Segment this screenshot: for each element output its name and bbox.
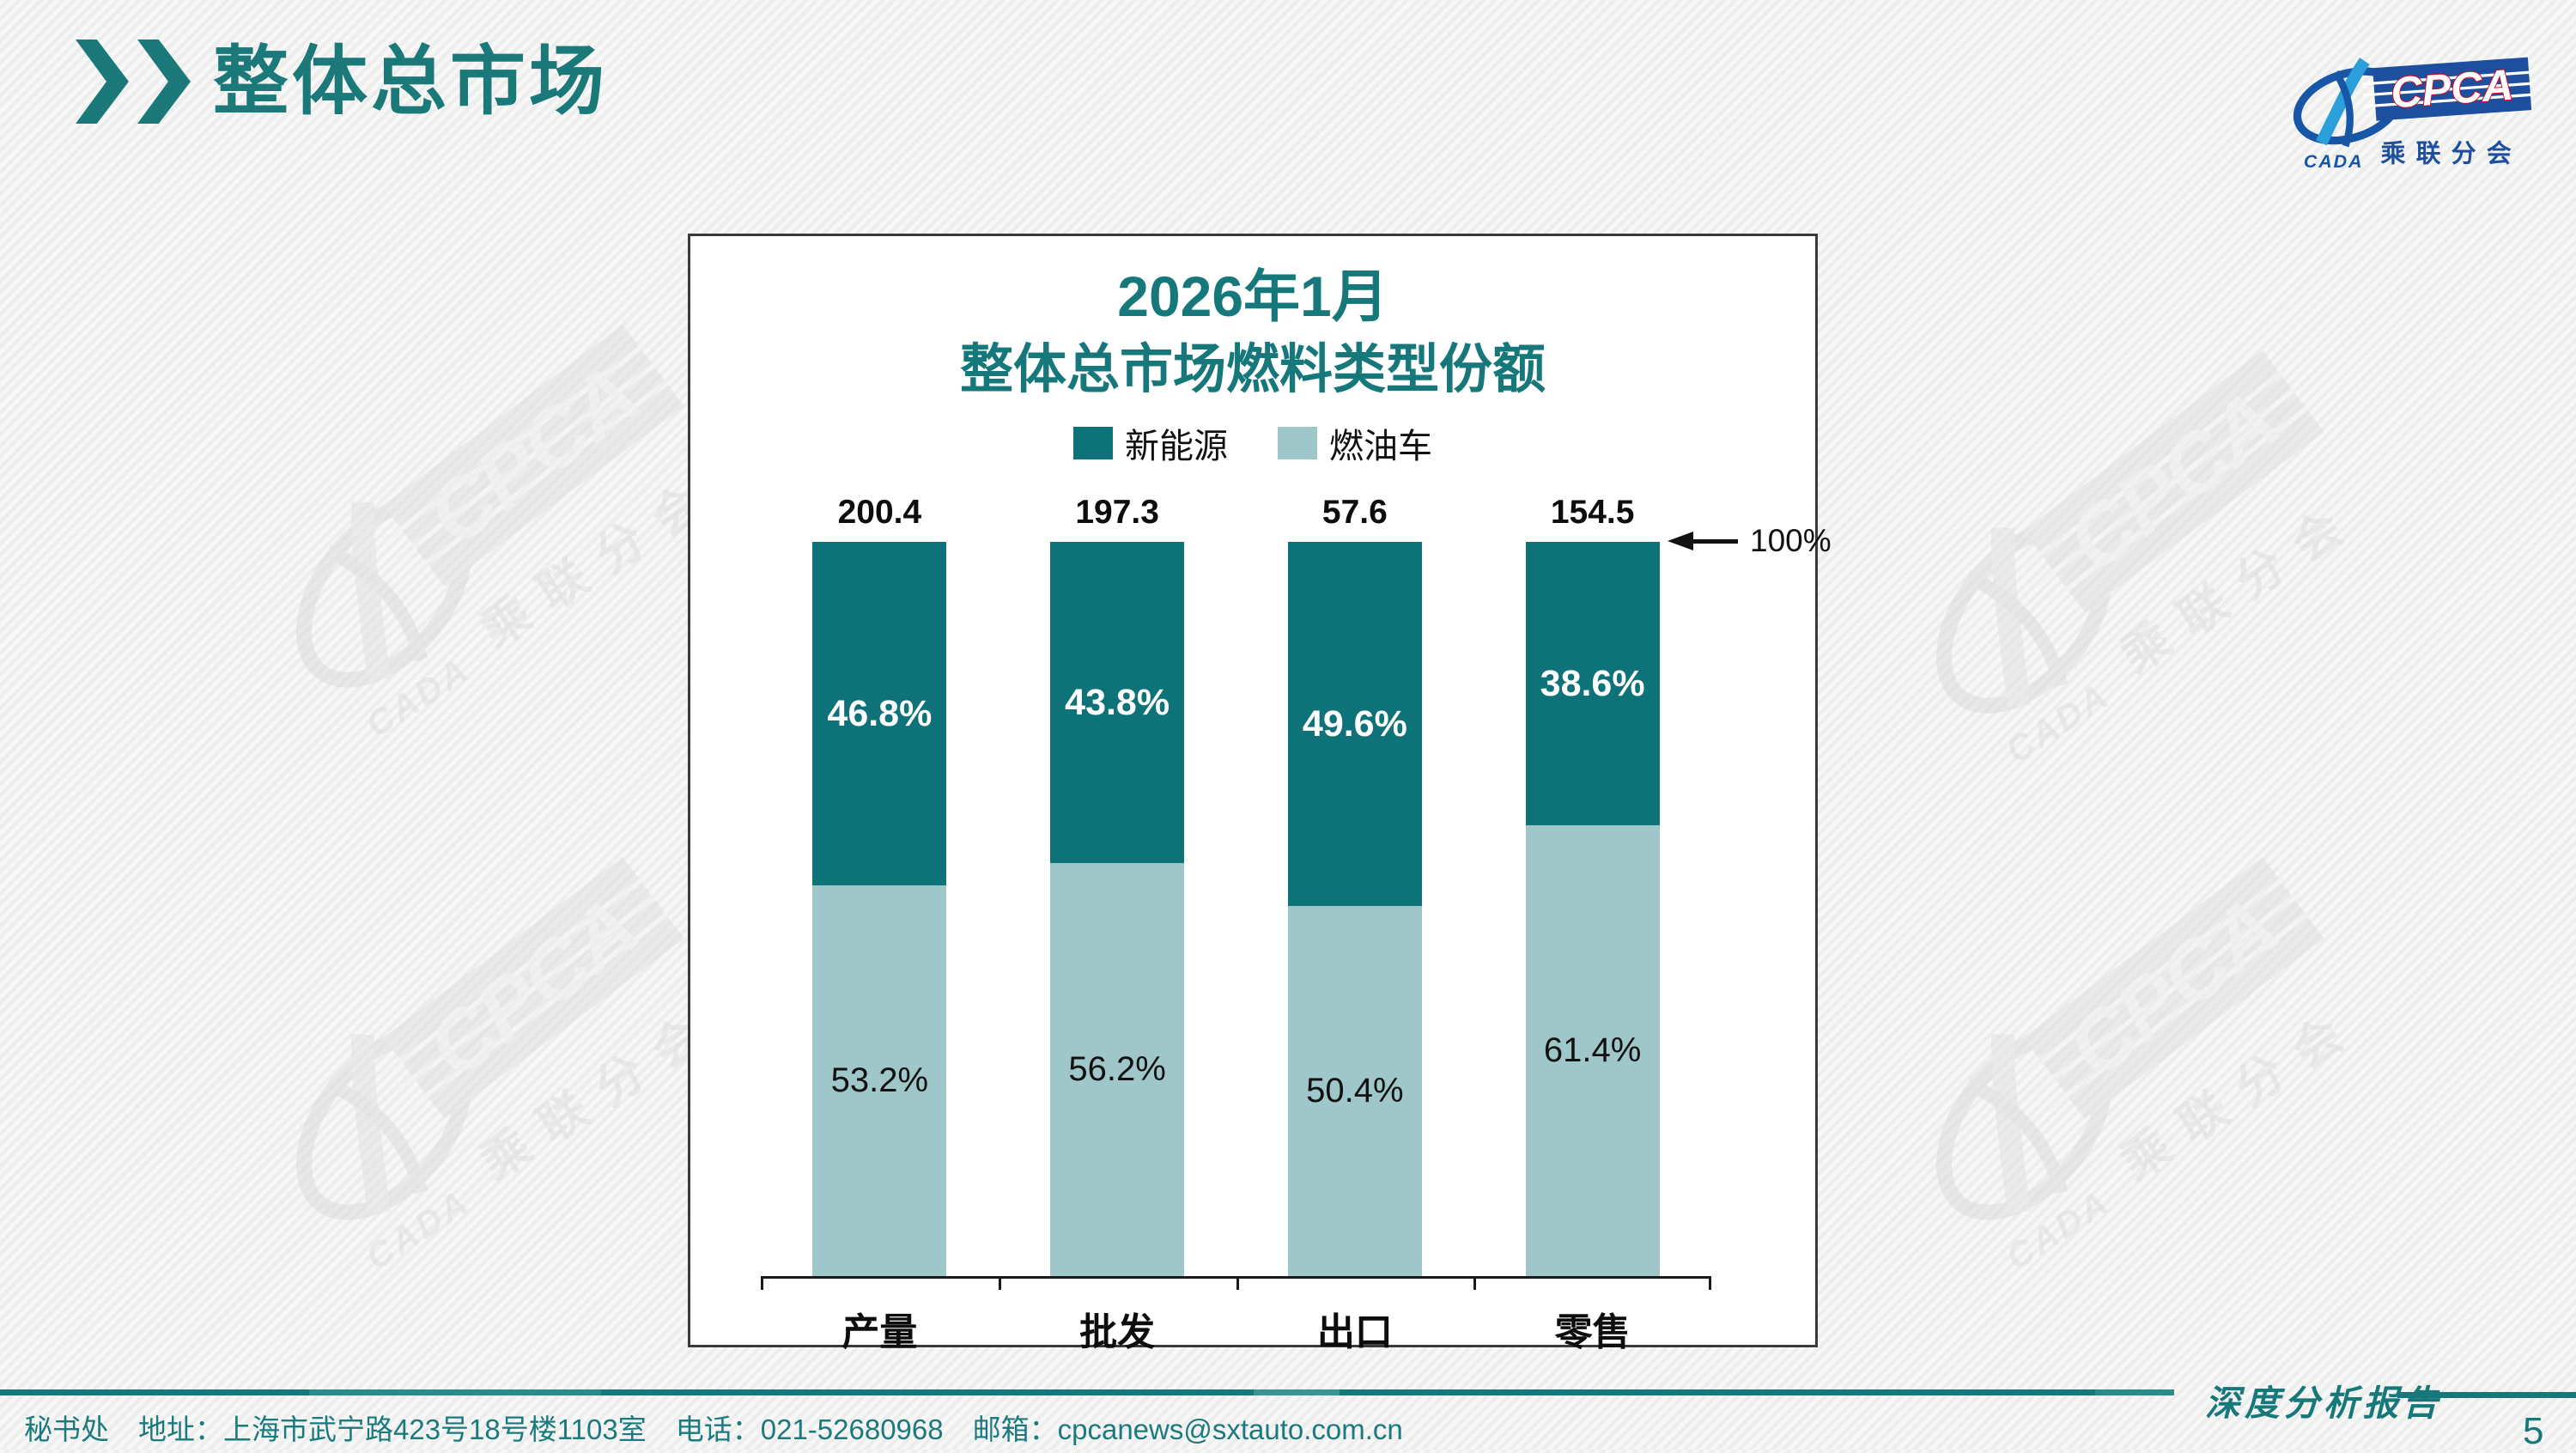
bar-segment-燃油车: 53.2% <box>812 885 947 1276</box>
left-arrow-icon <box>1668 532 1738 550</box>
footer-contact: 秘书处 地址：上海市武宁路423号18号楼1103室 电话：021-526809… <box>24 1407 1403 1448</box>
header: 整体总市场 <box>76 40 608 124</box>
bar-cell-批发: 197.3 43.8% 56.2% <box>999 494 1236 1276</box>
chart-legend: 新能源 燃油车 <box>690 418 1815 468</box>
total-label: 197.3 <box>1075 494 1159 531</box>
bar-segment-新能源: 46.8% <box>812 542 947 886</box>
bar-cell-产量: 200.4 46.8% 53.2% <box>761 494 999 1276</box>
legend-swatch-nev <box>1073 427 1113 459</box>
svg-text:乘联分会: 乘联分会 <box>2381 141 2522 168</box>
cpca-watermark: CADA CPCA 乘联分会 <box>1865 324 2394 793</box>
segment-value-label: 43.8% <box>1065 681 1170 723</box>
bar-segment-新能源: 38.6% <box>1525 542 1660 826</box>
footer-address: 地址：上海市武宁路423号18号楼1103室 <box>138 1413 647 1445</box>
category-label-出口: 出口 <box>1316 1311 1393 1353</box>
bar-cell-零售: 154.5 38.6% 61.4% <box>1473 494 1711 1276</box>
cpca-watermark: CADA CPCA 乘联分会 <box>225 298 754 767</box>
bar-segment-燃油车: 50.4% <box>1287 906 1422 1276</box>
category-axis-labels: 产量 批发 出口 零售 <box>761 1301 1711 1356</box>
chart-panel: 2026年1月 整体总市场燃料类型份额 新能源 燃油车 200.4 46.8% 53… <box>688 234 1832 1353</box>
cpca-logo: CADA CPCA 乘联分会 <box>2291 50 2532 172</box>
page-number: 5 <box>2523 1410 2544 1452</box>
total-label: 154.5 <box>1550 494 1635 531</box>
stacked-bar: 38.6% 61.4% <box>1525 542 1660 1276</box>
stacked-bar: 43.8% 56.2% <box>1050 542 1185 1276</box>
segment-value-label: 53.2% <box>830 1061 929 1100</box>
stacked-bar: 49.6% 50.4% <box>1287 542 1422 1276</box>
axis-tick <box>1709 1279 1711 1290</box>
axis-tick <box>1473 1279 1477 1290</box>
category-label-零售: 零售 <box>1554 1311 1631 1353</box>
category-label-产量: 产量 <box>841 1311 918 1353</box>
segment-value-label: 46.8% <box>827 692 933 734</box>
svg-text:CADA: CADA <box>2304 151 2363 170</box>
plot-area: 200.4 46.8% 53.2% 197.3 43.8% 56.2% 57.6 49.6% 5… <box>761 494 1711 1276</box>
hundred-percent-label: 100% <box>1750 523 1832 558</box>
double-chevron-icon <box>76 40 191 124</box>
svg-text:CPCA: CPCA <box>2389 60 2514 118</box>
chevron-icon <box>76 40 129 124</box>
bar-segment-燃油车: 56.2% <box>1050 863 1185 1276</box>
bar-segment-新能源: 43.8% <box>1050 542 1185 864</box>
segment-value-label: 56.2% <box>1068 1050 1166 1089</box>
cpca-watermark: CADA CPCA 乘联分会 <box>225 830 754 1299</box>
segment-value-label: 61.4% <box>1543 1031 1642 1069</box>
report-label-wrap: 深度分析报告 <box>2205 1374 2442 1426</box>
stacked-bar: 46.8% 53.2% <box>812 542 947 1276</box>
bar-segment-燃油车: 61.4% <box>1525 825 1660 1276</box>
segment-value-label: 50.4% <box>1306 1072 1404 1110</box>
hundred-percent-annotation: 100% <box>1668 523 1832 559</box>
x-axis <box>761 1276 1711 1290</box>
chevron-icon <box>137 40 191 124</box>
total-label: 200.4 <box>837 494 922 531</box>
chart-title-line2: 整体总市场燃料类型份额 <box>959 340 1546 399</box>
legend-item-nev: 新能源 <box>1073 418 1228 468</box>
total-label: 57.6 <box>1321 494 1388 531</box>
legend-item-ice: 燃油车 <box>1278 418 1432 468</box>
cpca-watermark: CADA CPCA 乘联分会 <box>1865 830 2394 1299</box>
page-title: 整体总市场 <box>213 39 609 124</box>
legend-label-ice: 燃油车 <box>1329 428 1432 465</box>
chart-title-line1: 2026年1月 <box>1117 264 1388 328</box>
footer-rule-right <box>2397 1392 2576 1398</box>
footer-rule <box>0 1389 2174 1395</box>
report-label: 深度分析报告 <box>2205 1383 2442 1424</box>
bar-segment-新能源: 49.6% <box>1287 542 1422 907</box>
axis-tick <box>998 1279 1001 1290</box>
legend-swatch-ice <box>1278 427 1317 459</box>
segment-value-label: 49.6% <box>1302 702 1407 745</box>
category-label-批发: 批发 <box>1079 1311 1156 1353</box>
bar-cell-出口: 57.6 49.6% 50.4% <box>1236 494 1474 1276</box>
footer-phone: 电话：021-52680968 <box>675 1413 944 1445</box>
footer-secretariat: 秘书处 <box>24 1413 109 1445</box>
segment-value-label: 38.6% <box>1540 662 1645 704</box>
footer-email: 邮箱：cpcanews@sxtauto.com.cn <box>972 1413 1403 1445</box>
axis-tick <box>1236 1279 1239 1290</box>
legend-label-nev: 新能源 <box>1125 428 1228 465</box>
axis-tick <box>761 1279 763 1290</box>
